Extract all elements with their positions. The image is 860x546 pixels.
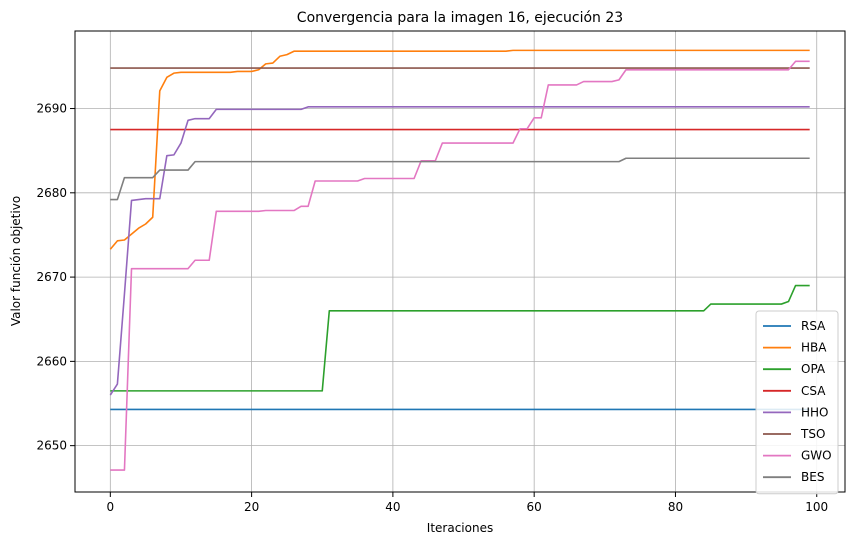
x-axis-ticks: 0 20 40 60 80 100 [107,492,828,514]
legend-label-hho: HHO [801,405,829,419]
x-axis-label: Iteraciones [427,521,493,535]
series-layer [109,49,810,471]
y-tick-label: 2650 [36,439,67,453]
legend-label-tso: TSO [800,427,825,441]
y-axis-ticks: 2650 2660 2670 2680 2690 [36,102,75,453]
y-axis-label: Valor función objetivo [9,196,23,326]
x-tick-label: 20 [244,500,259,514]
legend-label-rsa: RSA [801,319,826,333]
legend-label-hba: HBA [801,341,827,355]
y-tick-label: 2660 [36,354,67,368]
x-tick-label: 60 [527,500,542,514]
y-tick-label: 2690 [36,102,67,116]
series-line-gwo [110,60,810,471]
series-line-hho [109,106,810,396]
plot-frame [74,30,846,493]
series-line-hba [109,49,810,250]
x-tick-label: 80 [668,500,683,514]
legend-box [755,310,839,495]
series-line-opa [110,284,810,392]
series-line-bes [110,157,810,201]
legend-label-bes: BES [801,470,824,484]
y-tick-label: 2680 [36,186,67,200]
legend-label-csa: CSA [801,384,826,398]
legend-label-gwo: GWO [801,449,832,463]
legend: RSA HBA OPA CSA HHO TSO GWO BES [755,310,839,495]
grid [75,31,845,492]
x-tick-label: 40 [385,500,400,514]
x-tick-label: 0 [107,500,115,514]
x-tick-label: 100 [805,500,828,514]
legend-label-opa: OPA [801,362,826,376]
chart-title: Convergencia para la imagen 16, ejecució… [297,10,623,26]
y-tick-label: 2670 [36,270,67,284]
